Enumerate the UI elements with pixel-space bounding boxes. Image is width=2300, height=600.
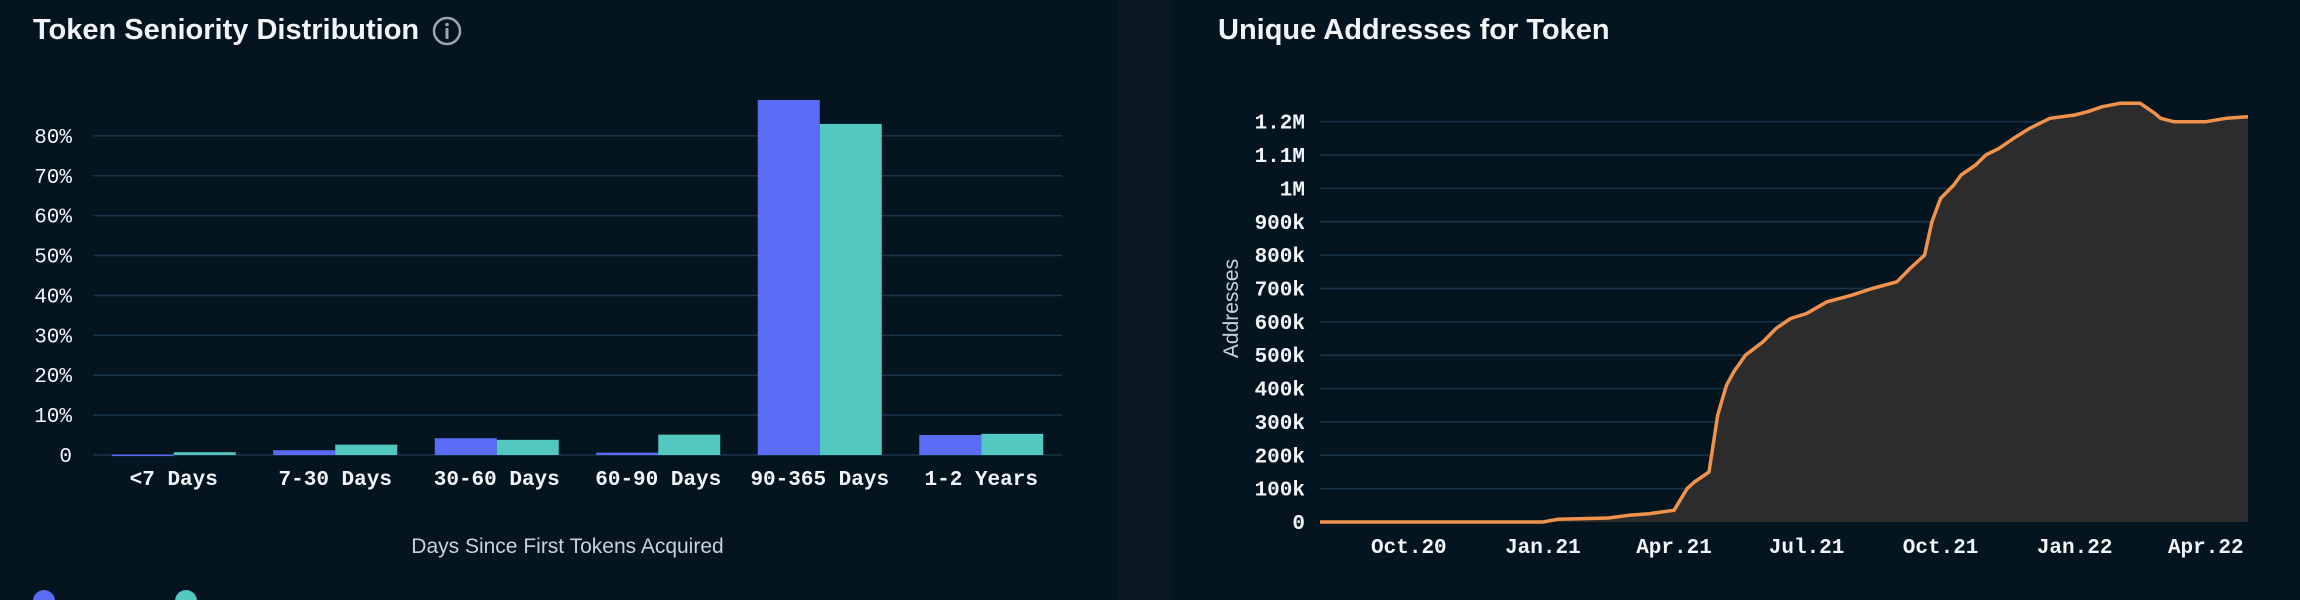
y-tick-label: 500k xyxy=(1255,346,1305,369)
y-tick-label: 0 xyxy=(1292,513,1305,536)
bar-tokens xyxy=(434,438,497,455)
x-tick-label: Jan.21 xyxy=(1505,537,1581,560)
x-tick-label: 7-30 Days xyxy=(279,469,392,492)
info-icon[interactable] xyxy=(431,15,463,47)
bar-tokens xyxy=(111,454,174,457)
y-tick-label: 800k xyxy=(1255,246,1305,269)
x-tick-label: Oct.21 xyxy=(1903,537,1979,560)
x-tick-label: Jan.22 xyxy=(2037,537,2113,560)
y-tick-label: 100k xyxy=(1255,480,1305,503)
addresses-title-row: Unique Addresses for Token xyxy=(1218,14,1610,47)
y-tick-label: 60% xyxy=(34,207,72,230)
y-tick-label: 600k xyxy=(1255,313,1305,336)
y-tick-label: 300k xyxy=(1255,413,1305,436)
x-tick-label: Apr.22 xyxy=(2168,537,2244,560)
series-line xyxy=(1320,101,2249,524)
y-tick-label: 1.2M xyxy=(1255,113,1305,136)
area-fill xyxy=(1320,103,2248,523)
bar-addresses xyxy=(496,439,559,455)
panel-gap xyxy=(1118,0,1172,600)
x-tick-label: Apr.21 xyxy=(1636,537,1712,560)
x-axis-label: Days Since First Tokens Acquired xyxy=(411,535,723,558)
y-tick-label: 70% xyxy=(34,167,72,190)
x-tick-label: 1-2 Years xyxy=(925,469,1038,492)
y-tick-label: 10% xyxy=(34,406,72,429)
bar-tokens xyxy=(596,452,659,455)
seniority-title-row: Token Seniority Distribution xyxy=(33,14,463,47)
y-tick-label: 30% xyxy=(34,326,72,349)
y-tick-label: 40% xyxy=(34,286,72,309)
legend-item-addresses[interactable] xyxy=(175,590,197,600)
addresses-area-chart: 0 100k 200k 300k 400k 500k 600k 700k 800k 900k 1M 1… xyxy=(1220,101,2249,560)
seniority-panel: Token Seniority Distribution 0 10% 20% 30% 4… xyxy=(0,0,1118,600)
chart-title: Unique Addresses for Token xyxy=(1218,14,1610,46)
y-tick-label: 0 xyxy=(59,446,72,469)
bar-tokens xyxy=(757,99,820,455)
x-tick-label: 30-60 Days xyxy=(434,469,560,492)
x-tick-label: 60-90 Days xyxy=(595,469,721,492)
bar-addresses xyxy=(658,434,721,455)
legend-swatch-tokens xyxy=(33,590,55,600)
bar-addresses xyxy=(981,433,1044,455)
y-tick-label: 1.1M xyxy=(1255,146,1305,169)
y-tick-label: 200k xyxy=(1255,446,1305,469)
y-tick-label: 80% xyxy=(34,127,72,150)
chart-title: Token Seniority Distribution xyxy=(33,14,420,46)
x-tick-label: Oct.20 xyxy=(1371,537,1447,560)
y-tick-label: 900k xyxy=(1255,213,1305,236)
y-tick-label: 400k xyxy=(1255,380,1305,403)
legend-item-tokens[interactable] xyxy=(33,590,55,600)
bar-addresses xyxy=(335,444,398,455)
bar-tokens xyxy=(273,450,336,455)
seniority-bar-chart: 0 10% 20% 30% 40% 50% 60% 70% 80% <7 Days 7-30 Day… xyxy=(34,99,1062,558)
y-tick-label: 700k xyxy=(1255,279,1305,302)
y-tick-label: 50% xyxy=(34,247,72,270)
bar-addresses xyxy=(173,452,236,455)
addresses-panel: Unique Addresses for Token 0 100k 200k 300k… xyxy=(1172,0,2300,600)
bar-tokens xyxy=(919,435,982,455)
legend-swatch-addresses xyxy=(175,590,197,600)
x-tick-label: 90-365 Days xyxy=(750,469,889,492)
x-tick-label: Jul.21 xyxy=(1769,537,1845,560)
y-tick-label: 20% xyxy=(34,366,72,389)
y-tick-label: 1M xyxy=(1280,179,1305,202)
y-axis-label: Addresses xyxy=(1220,259,1243,358)
bar-addresses xyxy=(819,123,882,455)
x-tick-label: <7 Days xyxy=(130,469,218,492)
